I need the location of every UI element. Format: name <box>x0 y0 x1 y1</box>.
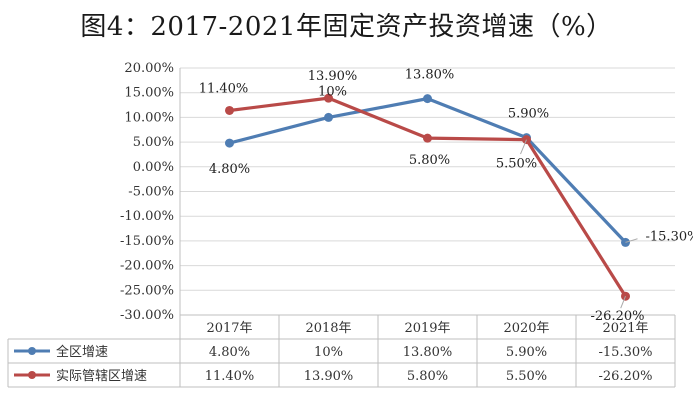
data-label: 10% <box>318 84 347 99</box>
y-axis-ticks: 20.00% 15.00% 10.00% 5.00% 0.00% -5.00% -10.00… <box>120 61 174 323</box>
y-tick-label: 20.00% <box>124 61 174 76</box>
data-label: -15.30% <box>646 229 693 244</box>
data-point <box>423 133 432 143</box>
data-point <box>423 94 432 104</box>
data-label: 5.50% <box>496 157 537 172</box>
table-cell-value: 10% <box>314 345 343 360</box>
legend-marker <box>28 371 36 379</box>
table-cell-value: 5.80% <box>407 369 448 384</box>
table-cell-value: -26.20% <box>599 369 653 384</box>
label-leader <box>625 238 638 243</box>
data-label: 5.90% <box>508 107 549 122</box>
data-label: 11.40% <box>199 81 249 96</box>
y-tick-label: -20.00% <box>120 259 174 274</box>
y-tick-label: 0.00% <box>133 160 174 175</box>
y-tick-label: -25.00% <box>120 283 174 298</box>
series-lines <box>225 93 630 301</box>
data-label: 13.90% <box>308 69 358 84</box>
data-point <box>225 138 234 148</box>
label-leader <box>520 139 527 155</box>
x-category-label: 2021年 <box>602 321 648 336</box>
table-cell-value: -15.30% <box>599 345 653 360</box>
data-label: 4.80% <box>209 162 250 177</box>
legend-series-name: 全区增速 <box>56 344 108 360</box>
legend-series-name: 实际管辖区增速 <box>56 368 147 384</box>
table-cell-value: 13.80% <box>403 345 453 360</box>
grid-lines <box>180 67 675 316</box>
y-tick-label: 5.00% <box>133 135 174 150</box>
data-labels: 4.80% 10% 13.80% 5.90% -15.30% 11.40% 13.90% 5.… <box>199 68 693 325</box>
legend-marker <box>28 347 36 355</box>
y-tick-label: -5.00% <box>128 185 174 200</box>
y-tick-label: -30.00% <box>120 308 174 323</box>
x-category-label: 2018年 <box>305 321 351 336</box>
table-cell-value: 5.50% <box>506 369 547 384</box>
data-label: -26.20% <box>591 309 645 324</box>
data-point <box>324 112 333 122</box>
y-tick-label: 10.00% <box>124 110 174 125</box>
y-tick-label: -15.00% <box>120 234 174 249</box>
data-label: 5.80% <box>409 153 450 168</box>
series-line <box>229 97 627 244</box>
label-leader <box>620 296 626 309</box>
x-category-label: 2017年 <box>206 321 252 336</box>
x-category-label: 2020年 <box>503 321 549 336</box>
table-cell-value: 5.90% <box>506 345 547 360</box>
chart-title: 图4：2017-2021年固定资产投资增速（%） <box>80 12 613 42</box>
data-point <box>324 93 333 103</box>
table-cell-value: 11.40% <box>205 369 255 384</box>
y-tick-label: -10.00% <box>120 209 174 224</box>
table-cell-value: 13.90% <box>304 369 354 384</box>
data-label: 13.80% <box>405 68 455 83</box>
x-category-label: 2019年 <box>404 321 450 336</box>
data-point <box>225 105 234 115</box>
table-cell-value: 4.80% <box>209 345 250 360</box>
y-tick-label: 15.00% <box>124 86 174 101</box>
